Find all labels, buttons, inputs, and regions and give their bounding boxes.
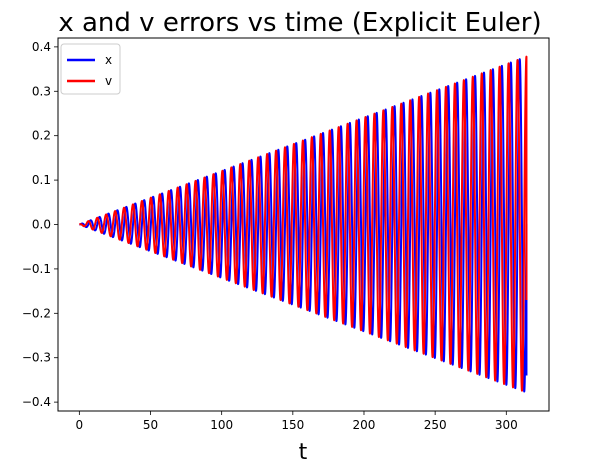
- series-layer: [78, 55, 528, 393]
- x-tick-label: 200: [353, 418, 376, 432]
- plot-area: [57, 37, 550, 412]
- x-tick-label: 250: [424, 418, 447, 432]
- series-line-v: [78, 55, 528, 392]
- x-axis-ticks: 0 50 100 150 200 250 300: [76, 411, 518, 432]
- y-tick-label: 0.4: [32, 40, 51, 54]
- y-tick-label: 0.2: [32, 129, 51, 143]
- x-axis-label: t: [299, 440, 308, 465]
- y-tick-label: −0.3: [22, 351, 51, 365]
- y-tick-label: 0.0: [32, 218, 51, 232]
- y-tick-label: 0.3: [32, 84, 51, 98]
- x-tick-label: 300: [495, 418, 518, 432]
- x-tick-label: 100: [210, 418, 233, 432]
- chart-title: x and v errors vs time (Explicit Euler): [58, 8, 541, 38]
- legend-label-v: v: [105, 74, 112, 88]
- y-tick-label: 0.1: [32, 173, 51, 187]
- legend-label-x: x: [105, 53, 112, 67]
- y-tick-label: −0.1: [22, 262, 51, 276]
- x-tick-label: 50: [143, 418, 158, 432]
- x-tick-label: 0: [76, 418, 84, 432]
- y-axis-ticks: −0.4 −0.3 −0.2 −0.1 0.0 0.1 0.2 0.3 0.4: [22, 40, 58, 409]
- legend: x v: [60, 43, 121, 95]
- y-tick-label: −0.4: [22, 395, 51, 409]
- x-tick-label: 150: [281, 418, 304, 432]
- y-tick-label: −0.2: [22, 306, 51, 320]
